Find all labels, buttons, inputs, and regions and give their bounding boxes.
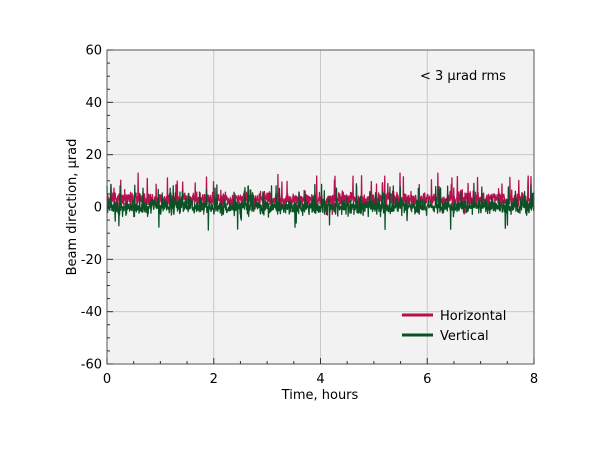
x-tick-label: 8 (530, 372, 538, 387)
x-tick-label: 0 (103, 372, 111, 387)
legend-label-horizontal: Horizontal (440, 309, 506, 324)
x-tick-label: 6 (423, 372, 431, 387)
x-axis-title: Time, hours (281, 388, 359, 403)
series-line-horizontal (106, 172, 535, 216)
x-tick-label: 2 (210, 372, 218, 387)
tick-labels: 0 2 4 6 8 -60 -40 -20 0 20 40 60 (81, 44, 538, 388)
y-tick-label: -20 (81, 253, 102, 268)
y-tick-label: 40 (85, 96, 102, 111)
y-tick-label: -60 (81, 358, 102, 373)
x-tick-label: 4 (316, 372, 324, 387)
series-layer (106, 172, 535, 231)
y-tick-label: -40 (81, 305, 102, 320)
legend: Horizontal Vertical (402, 309, 506, 344)
legend-label-vertical: Vertical (440, 329, 489, 344)
y-tick-label: 20 (85, 148, 102, 163)
y-axis-title: Beam direction, µrad (65, 139, 80, 276)
y-tick-label: 0 (94, 201, 102, 216)
axis-ticks (106, 49, 535, 365)
rms-annotation: < 3 µrad rms (420, 69, 506, 84)
y-tick-label: 60 (85, 44, 102, 59)
series-line-vertical (106, 182, 535, 231)
